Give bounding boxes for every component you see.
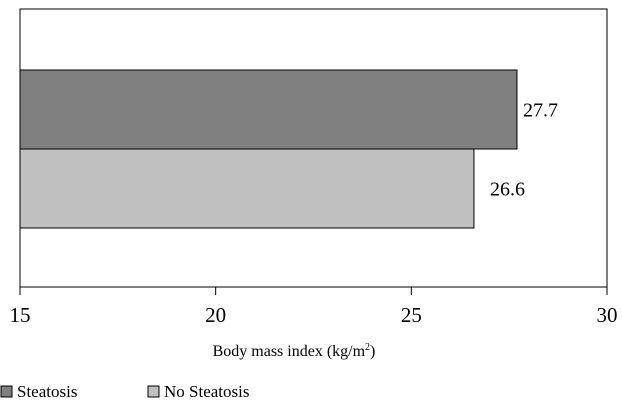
data-label-no-steatosis: 26.6	[490, 179, 525, 201]
bar-steatosis	[19, 69, 518, 150]
x-tick-label-25: 25	[401, 303, 422, 327]
x-axis-title-superscript: 2	[365, 342, 370, 353]
x-axis: 15 20 25 30	[10, 286, 618, 327]
x-axis-title-text: Body mass index (kg/m	[213, 343, 366, 360]
x-tick-label-15: 15	[10, 303, 31, 327]
x-tick-label-20: 20	[205, 303, 226, 327]
bars-group	[19, 69, 518, 229]
legend-label-no-steatosis: No Steatosis	[164, 382, 249, 401]
data-label-steatosis: 27.7	[523, 100, 558, 122]
x-tick-label-30: 30	[597, 303, 618, 327]
bar-no-steatosis	[19, 148, 475, 229]
data-labels-group: 27.7 26.6	[490, 100, 558, 201]
legend-swatch-no-steatosis	[147, 385, 160, 398]
legend-label-steatosis: Steatosis	[17, 382, 77, 401]
legend: Steatosis No Steatosis	[0, 382, 249, 401]
x-axis-title: Body mass index (kg/m2)	[213, 342, 376, 360]
legend-swatch-steatosis	[0, 385, 13, 398]
x-axis-title-tail: )	[370, 343, 375, 360]
